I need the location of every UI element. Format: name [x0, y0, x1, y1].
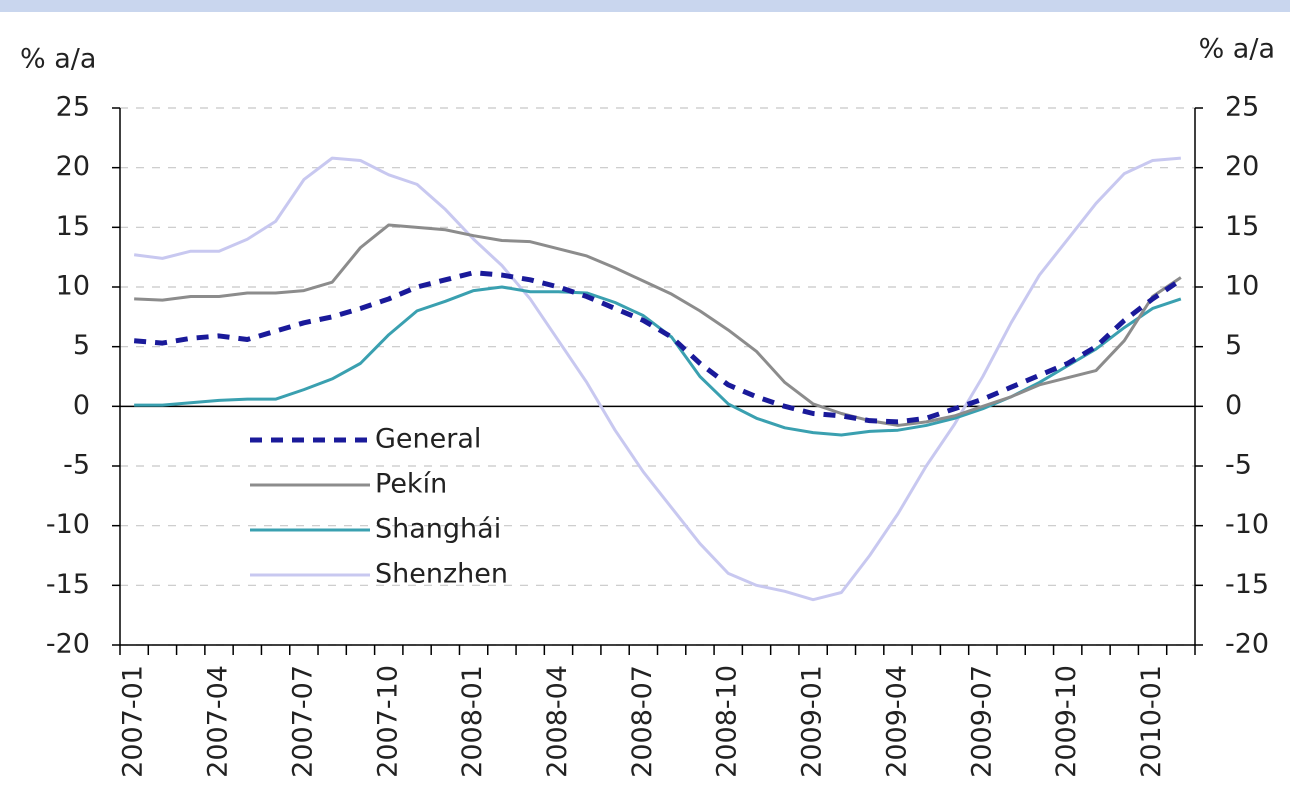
y2-axis-label: % a/a	[1199, 34, 1275, 65]
y-tick-label: -20	[46, 629, 90, 660]
y-tick-label: 25	[56, 92, 90, 123]
series-line	[133, 270, 1183, 425]
series-line	[134, 223, 1182, 427]
y2-tick-label: 25	[1225, 92, 1259, 123]
legend-label: General	[375, 424, 481, 455]
x-tick-label: 2008-07	[627, 665, 658, 778]
x-tick-label: 2009-04	[881, 665, 912, 778]
y-tick-label: 15	[56, 211, 90, 242]
y2-tick-label: 5	[1225, 330, 1242, 361]
x-tick-label: 2009-01	[797, 665, 828, 778]
x-tick-label: 2009-07	[966, 665, 997, 778]
x-tick-label: 2009-10	[1051, 665, 1082, 778]
legend-label: Shenzhen	[375, 559, 508, 590]
y2-tick-label: 20	[1225, 151, 1259, 182]
y-tick-label: -10	[46, 509, 90, 540]
x-tick-label: 2010-01	[1136, 665, 1167, 778]
series-line	[134, 285, 1182, 437]
y2-tick-label: -5	[1225, 450, 1252, 481]
y-tick-label: -15	[46, 569, 90, 600]
x-tick-label: 2008-01	[457, 665, 488, 778]
legend-label: Pekín	[375, 469, 447, 500]
series-line	[133, 156, 1181, 602]
y2-tick-label: -15	[1225, 569, 1269, 600]
x-tick-label: 2007-04	[203, 665, 234, 778]
y2-tick-label: -20	[1225, 629, 1269, 660]
x-tick-label: 2008-04	[542, 665, 573, 778]
y-tick-label: 10	[56, 271, 90, 302]
legend-label: Shanghái	[375, 514, 501, 545]
x-tick-label: 2007-01	[118, 665, 149, 778]
y2-tick-label: -10	[1225, 509, 1269, 540]
y2-tick-label: 15	[1225, 211, 1259, 242]
x-tick-label: 2007-10	[372, 665, 403, 778]
y-tick-label: 5	[73, 330, 90, 361]
x-tick-label: 2008-10	[712, 665, 743, 778]
y-tick-label: 0	[73, 390, 90, 421]
y-tick-label: -5	[63, 450, 90, 481]
top-band	[0, 0, 1290, 12]
y-tick-label: 20	[56, 151, 90, 182]
y2-tick-label: 10	[1225, 271, 1259, 302]
x-tick-label: 2007-07	[287, 665, 318, 778]
y-axis-label: % a/a	[20, 44, 96, 75]
y2-tick-label: 0	[1225, 390, 1242, 421]
